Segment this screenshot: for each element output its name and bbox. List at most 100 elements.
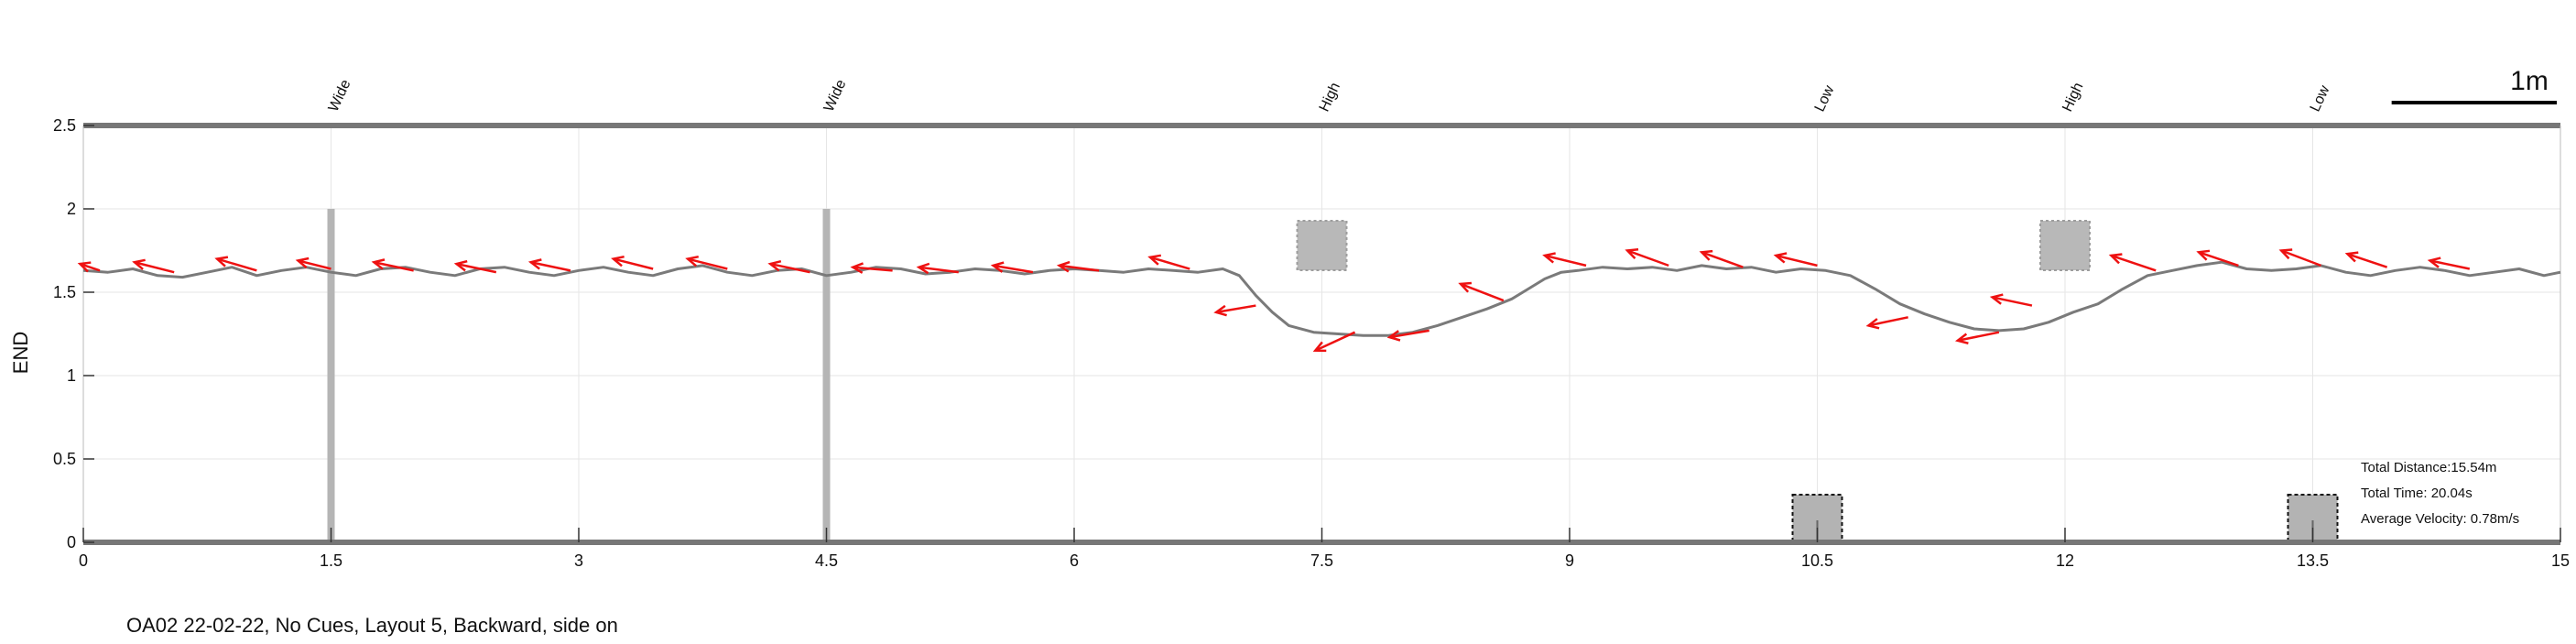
arrow-head: [371, 258, 386, 270]
arrow-shaft: [1389, 329, 1429, 339]
arrow-head: [1056, 260, 1071, 273]
y-tick-label: 1.5: [53, 283, 76, 301]
x-tick-label: 3: [574, 551, 583, 570]
arrow-head: [2278, 248, 2293, 260]
total-distance: Total Distance:15.54m: [2361, 460, 2496, 475]
arrow-head: [77, 261, 92, 273]
arrow-shaft: [2280, 249, 2321, 267]
obstacle-label: High: [1317, 81, 1343, 115]
scale-bar-label: 1m: [2510, 66, 2549, 96]
average-velocity: Average Velocity: 0.78m/s: [2361, 511, 2519, 527]
direction-arrow: [2108, 253, 2157, 272]
direction-arrow: [1147, 254, 1190, 270]
arrow-head: [2427, 257, 2441, 268]
direction-arrow: [1056, 260, 1100, 273]
arrow-shaft: [2111, 254, 2157, 272]
direction-arrow: [1213, 304, 1256, 317]
obstacle-label: Low: [2308, 83, 2333, 115]
direction-arrow: [1386, 329, 1429, 342]
obstacle-label: Low: [1812, 83, 1838, 115]
arrow-head: [767, 259, 782, 272]
x-tick-label: 0: [79, 551, 88, 570]
arrow-shaft: [456, 262, 497, 274]
arrow-shaft: [687, 257, 728, 270]
wide-post: [822, 209, 831, 542]
obstacle-labels: Wide Wide High Low High Low: [326, 77, 2333, 114]
scale-bar: 1m: [2391, 66, 2557, 104]
obstacle-label: High: [2060, 81, 2086, 115]
arrow-head: [1213, 304, 1227, 317]
x-tick-label: 1.5: [320, 551, 342, 570]
total-time: Total Time: 20.04s: [2361, 486, 2473, 501]
arrow-shaft: [1544, 254, 1587, 267]
y-tick-label: 2.5: [53, 116, 76, 135]
y-tick-label: 2: [67, 200, 76, 218]
arrow-head: [611, 255, 625, 267]
direction-arrow: [2427, 257, 2471, 270]
direction-arrow: [1989, 293, 2033, 307]
direction-arrow: [77, 261, 101, 273]
direction-arrow: [132, 258, 175, 274]
high-obstacle-box: [2039, 220, 2091, 272]
direction-arrow: [1312, 331, 1356, 353]
x-tick-label: 6: [1070, 551, 1079, 570]
direction-arrow: [2278, 248, 2321, 267]
path-line: [82, 260, 2561, 337]
figure-caption: OA02 22-02-22, No Cues, Layout 5, Backwa…: [126, 614, 618, 637]
x-tick-label: 10.5: [1801, 551, 1833, 570]
direction-arrow: [916, 262, 959, 275]
arrow-shaft: [374, 261, 414, 272]
arrow-shaft: [1460, 282, 1505, 302]
x-tick-label: 13.5: [2297, 551, 2329, 570]
direction-arrow: [1458, 281, 1505, 302]
arrow-shaft: [1957, 331, 2000, 343]
arrow-shaft: [613, 257, 654, 270]
arrow-head: [214, 256, 229, 267]
arrow-shaft: [2346, 252, 2388, 268]
y-axis-label: END: [9, 332, 32, 374]
y-tick-label: 0: [67, 533, 76, 551]
obstacles: [327, 209, 2339, 543]
arrow-shaft: [1149, 256, 1190, 270]
arrow-head: [1147, 254, 1161, 266]
arrow-head: [1989, 293, 2004, 305]
arrow-head: [2196, 249, 2211, 261]
arrow-shaft: [530, 261, 571, 272]
direction-arrow: [990, 261, 1034, 274]
direction-arrow: [1625, 248, 1669, 267]
arrow-shaft: [1701, 251, 1744, 268]
arrow-shaft: [1314, 331, 1356, 352]
x-tick-label: 12: [2056, 551, 2074, 570]
arrow-shaft: [79, 262, 101, 272]
arrow-head: [2344, 251, 2359, 263]
arrow-shaft: [2198, 251, 2239, 267]
direction-arrow: [1773, 252, 1818, 267]
arrow-head: [1312, 341, 1327, 353]
obstacle-label: Wide: [821, 77, 850, 114]
arrow-head: [1625, 248, 1639, 259]
arrow-shaft: [853, 266, 893, 272]
direction-arrow: [850, 262, 893, 274]
axis-ticks: 0 1.5 3 4.5 6 7.5 9 10.5 12 13.5 15 0 0.5 1 1.5 2 2.5: [53, 116, 2570, 570]
arrow-head: [1386, 330, 1401, 342]
direction-arrow: [1699, 249, 1744, 268]
arrow-head: [132, 258, 146, 270]
arrow-shaft: [1215, 304, 1256, 314]
high-obstacle-box: [1296, 220, 1348, 272]
x-tick-label: 15: [2551, 551, 2570, 570]
arrow-shaft: [1059, 264, 1100, 272]
arrow-shaft: [134, 261, 175, 274]
arrow-head: [1865, 318, 1880, 330]
direction-arrow: [767, 259, 810, 274]
arrow-shaft: [1626, 249, 1669, 267]
arrow-shaft: [2429, 259, 2471, 270]
arrow-head: [295, 257, 310, 269]
arrow-shaft: [769, 262, 810, 274]
x-tick-label: 9: [1565, 551, 1574, 570]
arrow-head: [453, 259, 468, 272]
arrow-shaft: [298, 259, 332, 270]
direction-arrow: [1542, 252, 1587, 267]
direction-arrow: [527, 258, 571, 272]
direction-arrow: [685, 255, 728, 270]
